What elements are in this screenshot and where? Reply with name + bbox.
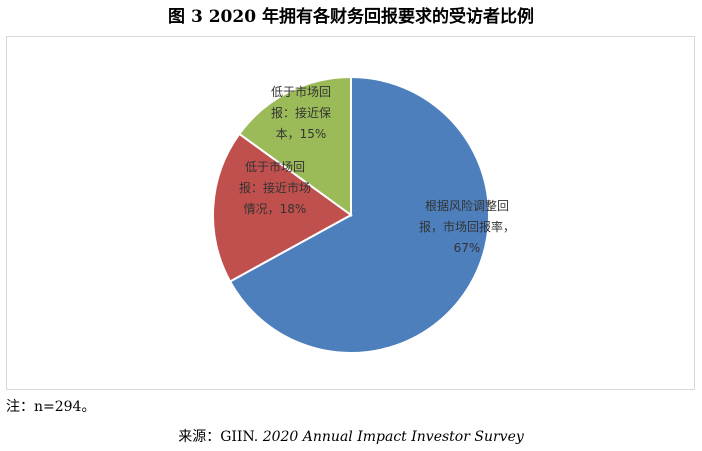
slice-label-line: 低于市场回 [245, 159, 305, 174]
chart-source: 来源：GIIN. 2020 Annual Impact Investor Sur… [0, 428, 702, 446]
slice-label-line: 67% [454, 241, 481, 255]
slice-label-0: 根据风险调整回报，市场回报率， 67% [419, 198, 515, 255]
slice-label-line: 报：接近市场 [239, 180, 311, 195]
source-title: 2020 Annual Impact Investor Survey [262, 429, 524, 445]
source-prefix: 来源：GIIN. [178, 429, 263, 445]
slice-label-line: 低于市场回 [271, 84, 331, 99]
slice-label-line: 报：接近保 [271, 105, 331, 120]
chart-note: 注：n=294。 [6, 399, 96, 415]
pie-slice-0 [228, 75, 490, 354]
pie-slice-2 [237, 75, 352, 217]
chart-title: 图 3 2020 年拥有各财务回报要求的受访者比例 [168, 7, 534, 27]
slice-label-2: 低于市场回报：接近保本，15% [271, 84, 331, 141]
chart-frame: 根据风险调整回报，市场回报率， 67% 低于市场回报：接近市场情况，18% 低于市场回… [6, 36, 695, 390]
pie-chart: 根据风险调整回报，市场回报率， 67%低于市场回报：接近市场情况，18%低于市场回… [212, 75, 515, 354]
slice-label-line: 情况，18% [244, 202, 307, 216]
pie-slice-1 [212, 132, 353, 283]
slice-label-line: 本，15% [276, 127, 327, 141]
slice-label-line: 报，市场回报率， [419, 219, 515, 234]
slice-label-line: 根据风险调整回 [425, 198, 509, 213]
slice-label-1: 低于市场回报：接近市场情况，18% [239, 159, 311, 216]
